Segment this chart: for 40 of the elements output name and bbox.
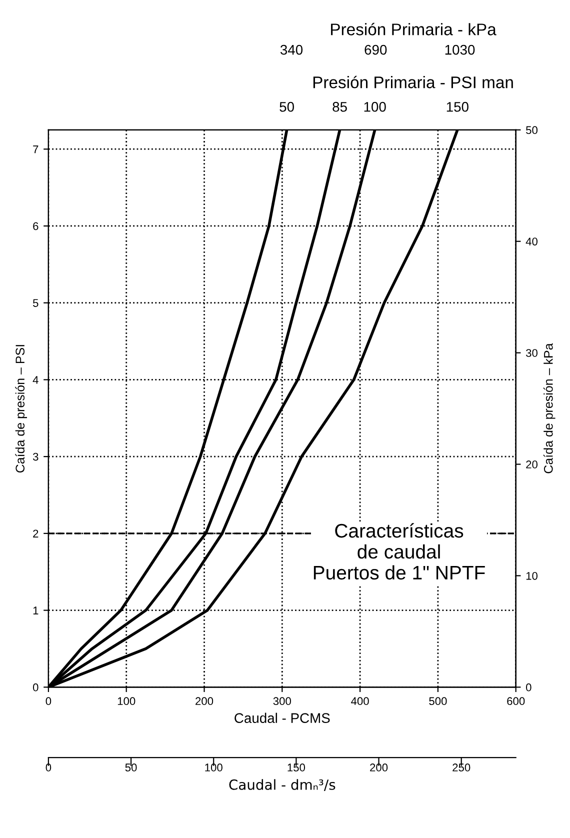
y-tick-label: 7 bbox=[33, 145, 38, 154]
series-label: 100 bbox=[364, 102, 386, 112]
y-tick-label: 3 bbox=[32, 452, 38, 461]
x2-tick-label: 100 bbox=[205, 764, 222, 772]
x-tick-label: 400 bbox=[351, 697, 369, 706]
chart-subtitle: Presión Primaria - PSI man bbox=[313, 76, 513, 88]
x2-axis-title: Caudal - dmₙ³/s bbox=[229, 779, 336, 792]
y-tick-label: 2 bbox=[33, 530, 38, 538]
y2-axis-title: Caída de presión – kPa bbox=[543, 343, 556, 474]
text: 340 bbox=[280, 44, 303, 55]
series-label: 50 bbox=[280, 102, 294, 112]
text: 1030 bbox=[445, 44, 475, 55]
chart-title: Presión Primaria - kPa bbox=[331, 22, 496, 36]
y-tick-label: 5 bbox=[32, 299, 38, 307]
x-tick-label: 0 bbox=[46, 697, 52, 706]
y-tick-label: 4 bbox=[32, 376, 38, 384]
annotation: Características de caudal Puertos de 1" NPTF bbox=[314, 523, 485, 580]
text: 690 bbox=[364, 44, 387, 55]
x2-tick-label: 50 bbox=[125, 764, 137, 772]
series-label: 85 bbox=[332, 102, 347, 112]
y-tick-label: 6 bbox=[33, 222, 38, 230]
y2-tick-label: 10 bbox=[526, 572, 538, 580]
y-axis-title: Caída de presión – PSI bbox=[15, 345, 27, 473]
y2-tick-label: 30 bbox=[526, 349, 538, 357]
y2-tick-label: 0 bbox=[526, 683, 532, 692]
x-tick-label: 100 bbox=[118, 697, 136, 706]
y2-tick-label: 40 bbox=[526, 238, 538, 246]
x-tick-label: 200 bbox=[196, 697, 214, 706]
y2-tick-label: 50 bbox=[526, 126, 538, 134]
x2-tick-label: 200 bbox=[370, 764, 388, 772]
series-label: 150 bbox=[446, 102, 468, 112]
x2-tick-label: 250 bbox=[452, 764, 470, 772]
x-tick-label: 300 bbox=[273, 697, 291, 706]
y2-tick-label: 20 bbox=[526, 460, 538, 468]
y-tick-label: 0 bbox=[32, 683, 38, 692]
y-tick-label: 1 bbox=[33, 606, 38, 614]
x-tick-label: 500 bbox=[429, 697, 447, 706]
x-tick-label: 600 bbox=[507, 697, 525, 706]
x2-tick-label: 150 bbox=[288, 764, 306, 772]
x-axis-title: Caudal - PCMS bbox=[234, 712, 330, 723]
